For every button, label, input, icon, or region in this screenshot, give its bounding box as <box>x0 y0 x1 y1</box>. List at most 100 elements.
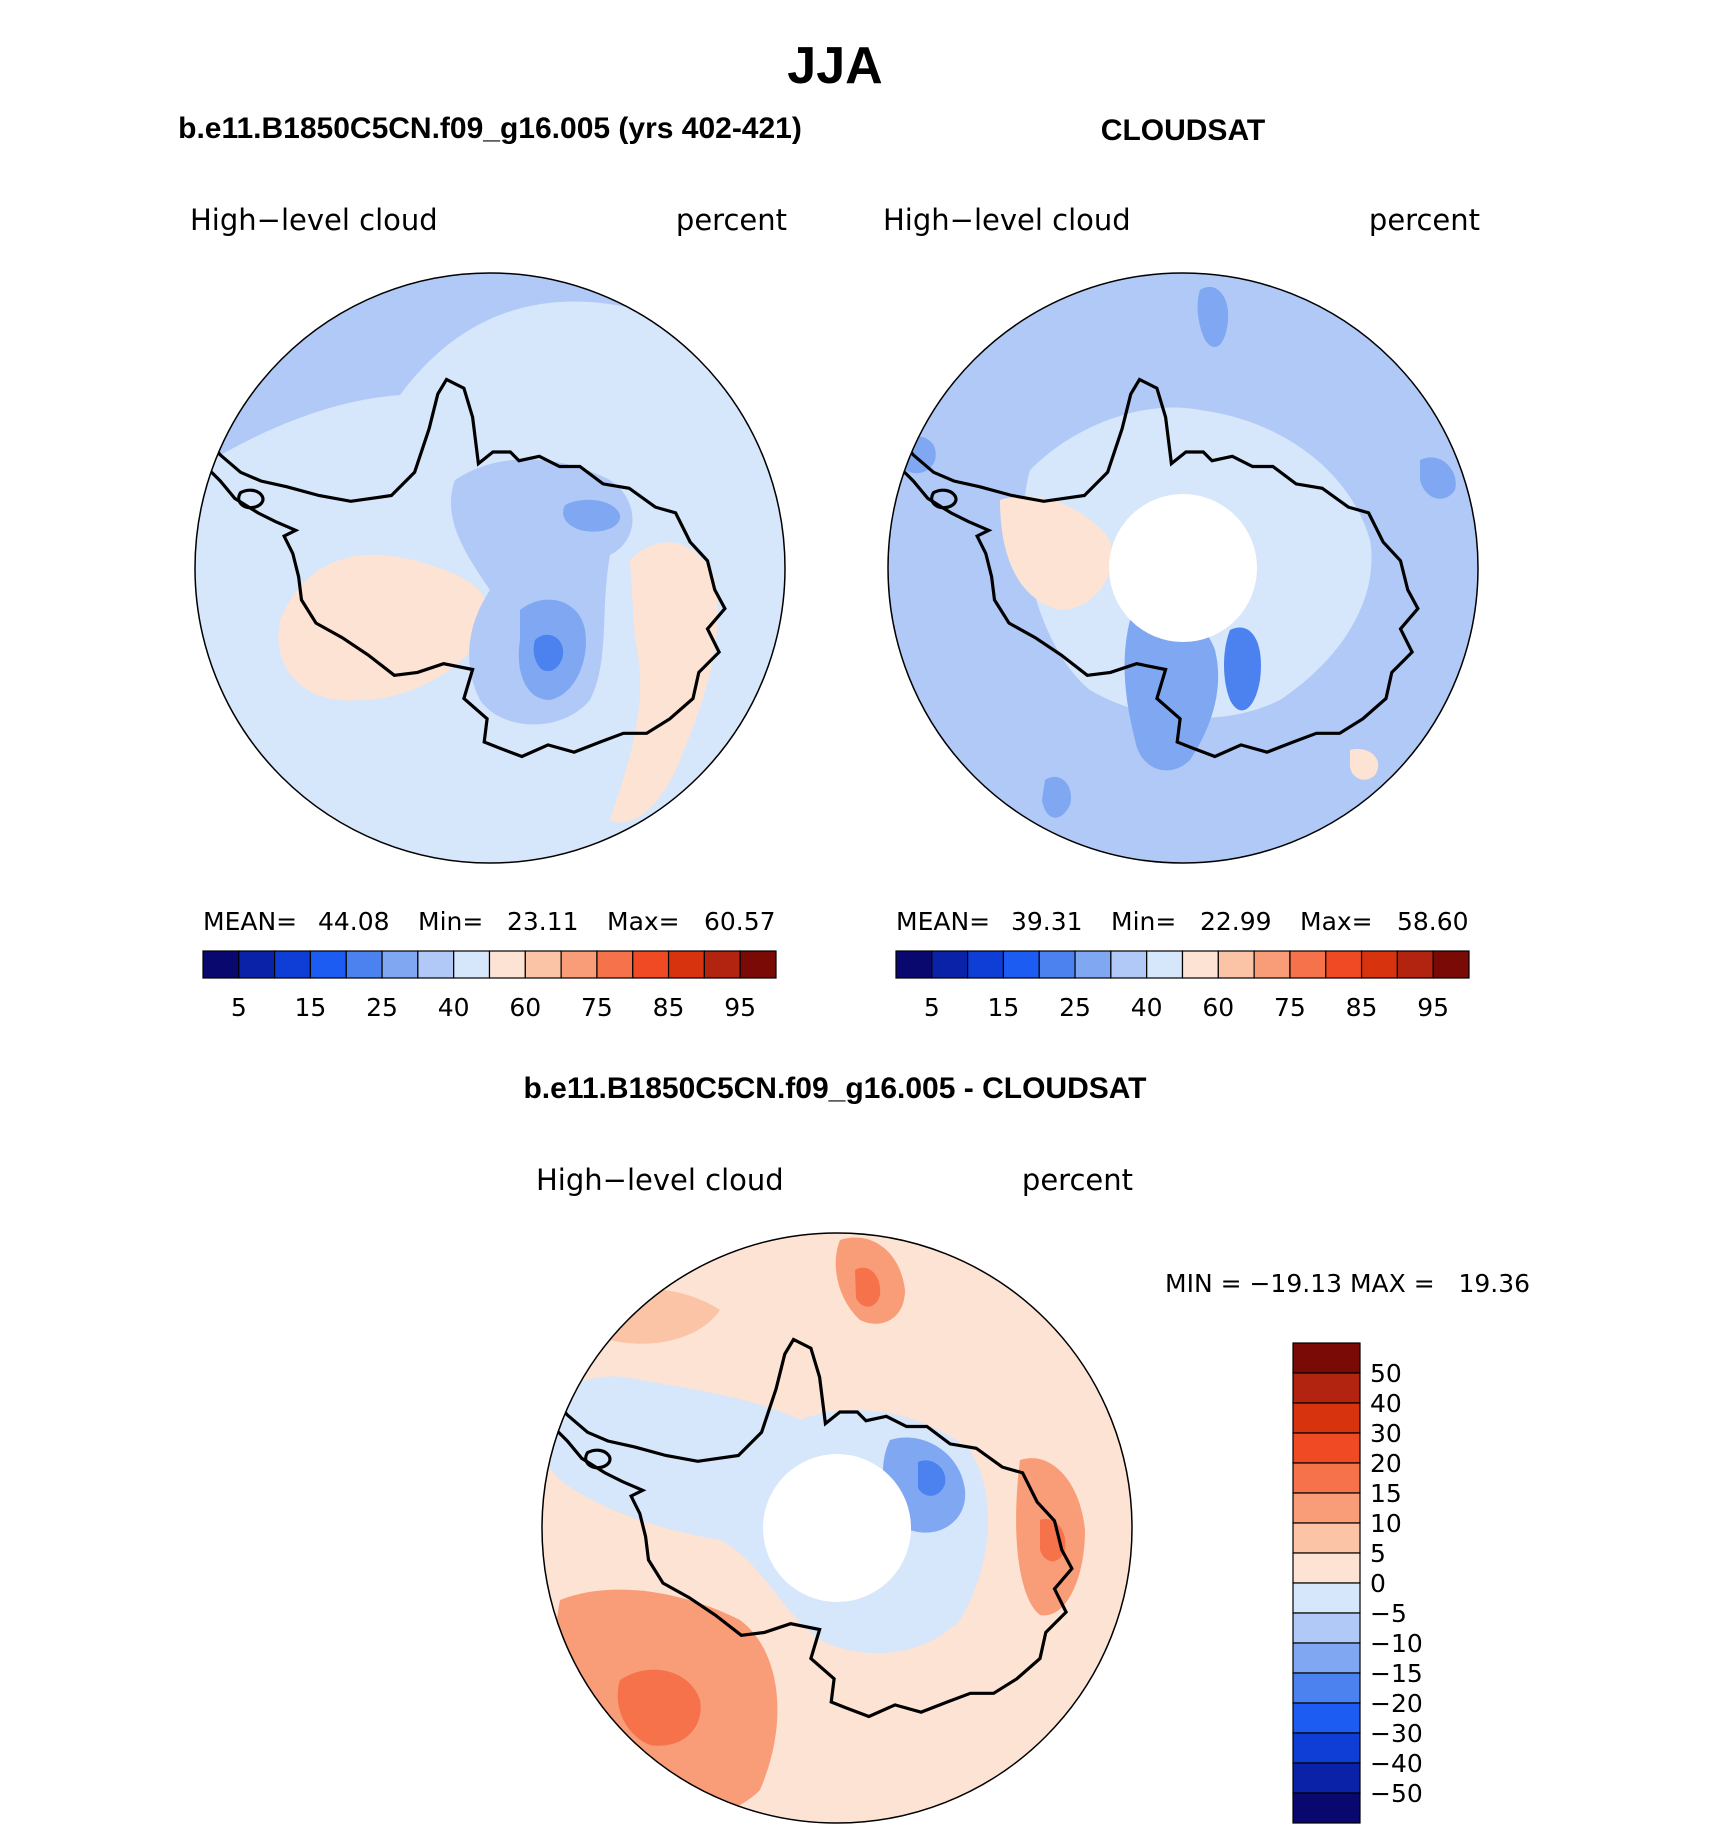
model-units-label: percent <box>676 203 787 237</box>
obs-colorbar-label: 75 <box>1274 993 1306 1022</box>
obs-contour-region <box>1350 749 1379 780</box>
diff-contour-region <box>918 1460 946 1496</box>
diff-contour-region <box>855 1267 881 1307</box>
model-colorbar-label: 60 <box>509 993 541 1022</box>
obs-map <box>887 272 1479 864</box>
model-colorbar-box <box>524 950 562 979</box>
obs-colorbar-label: 25 <box>1059 993 1091 1022</box>
diff-colorbar-label: 50 <box>1370 1359 1402 1388</box>
left-panel-title: b.e11.B1850C5CN.f09_g16.005 (yrs 402-421… <box>178 112 802 145</box>
model-colorbar-box <box>238 950 276 979</box>
obs-colorbar-label: 5 <box>924 993 940 1022</box>
model-colorbar-label: 5 <box>231 993 247 1022</box>
model-min-value: 23.11 <box>507 907 579 936</box>
obs-mean-value: 39.31 <box>1011 907 1083 936</box>
model-colorbar-box <box>453 950 491 979</box>
diff-colorbar-box <box>1292 1672 1361 1704</box>
model-colorbar-box <box>560 950 598 979</box>
obs-min-label: Min= <box>1111 907 1176 936</box>
model-colorbar-box <box>632 950 670 979</box>
obs-colorbar-box <box>1360 950 1398 979</box>
obs-colorbar-box <box>1146 950 1184 979</box>
obs-missing-data-hole <box>1109 494 1257 642</box>
obs-colorbar-box <box>1253 950 1291 979</box>
model-contour-region <box>278 554 488 701</box>
obs-colorbar-box <box>1038 950 1076 979</box>
diff-colorbar-box <box>1292 1342 1361 1374</box>
diff-contour-region <box>617 1669 701 1746</box>
obs-colorbar-box <box>967 950 1005 979</box>
model-colorbar-box <box>739 950 777 979</box>
model-mean-value: 44.08 <box>318 907 390 936</box>
obs-min-value: 22.99 <box>1200 907 1272 936</box>
diff-colorbar-box <box>1292 1612 1361 1644</box>
diff-colorbar-box <box>1292 1492 1361 1524</box>
obs-colorbar-label: 60 <box>1202 993 1234 1022</box>
diff-colorbar-label: −15 <box>1370 1659 1423 1688</box>
model-max-label: Max= <box>607 907 680 936</box>
diff-colorbar-box <box>1292 1762 1361 1794</box>
diff-colorbar-label: 10 <box>1370 1509 1402 1538</box>
obs-colorbar-label: 15 <box>988 993 1020 1022</box>
diff-colorbar-label: −5 <box>1370 1599 1407 1628</box>
model-colorbar-box <box>667 950 705 979</box>
obs-contour-region <box>1197 286 1229 348</box>
diff-colorbar-label: −50 <box>1370 1779 1423 1808</box>
obs-colorbar-label: 95 <box>1417 993 1449 1022</box>
model-map <box>194 272 786 864</box>
model-colorbar-box <box>381 950 419 979</box>
obs-variable-label: High−level cloud <box>883 203 1131 237</box>
obs-mean-label: MEAN= <box>896 907 990 936</box>
obs-colorbar-box <box>1289 950 1327 979</box>
model-colorbar-box <box>596 950 634 979</box>
model-colorbar-label: 85 <box>653 993 685 1022</box>
obs-colorbar-box <box>1325 950 1363 979</box>
diff-missing-data-hole <box>763 1454 911 1602</box>
diff-min-max: MIN = −19.13 MAX = 19.36 <box>1165 1269 1530 1298</box>
diff-colorbar-box <box>1292 1432 1361 1464</box>
diff-colorbar-label: −10 <box>1370 1629 1423 1658</box>
diff-colorbar-box <box>1292 1372 1361 1404</box>
diff-variable-label: High−level cloud <box>536 1163 784 1197</box>
diff-colorbar-box <box>1292 1522 1361 1554</box>
diff-colorbar-box <box>1292 1642 1361 1674</box>
diff-colorbar-label: 40 <box>1370 1389 1402 1418</box>
obs-colorbar-box <box>1074 950 1112 979</box>
obs-colorbar-label: 85 <box>1346 993 1378 1022</box>
obs-contour-region <box>1124 610 1219 771</box>
model-contour-region <box>563 499 621 532</box>
diff-contour-region <box>1040 1519 1066 1562</box>
obs-colorbar-box <box>1396 950 1434 979</box>
diff-colorbar-label: −20 <box>1370 1689 1423 1718</box>
diff-colorbar-box <box>1292 1582 1361 1614</box>
model-colorbar-box <box>309 950 347 979</box>
obs-colorbar-label: 40 <box>1131 993 1163 1022</box>
obs-contour-region <box>1224 627 1261 711</box>
obs-units-label: percent <box>1369 203 1480 237</box>
model-variable-label: High−level cloud <box>190 203 438 237</box>
diff-colorbar-box <box>1292 1792 1361 1824</box>
model-min-label: Min= <box>418 907 483 936</box>
model-colorbar-box <box>274 950 312 979</box>
obs-colorbar-box <box>1432 950 1470 979</box>
model-colorbar-label: 75 <box>581 993 613 1022</box>
model-colorbar-box <box>345 950 383 979</box>
model-colorbar-box <box>703 950 741 979</box>
model-contour-region <box>195 273 785 470</box>
diff-units-label: percent <box>1022 1163 1133 1197</box>
model-colorbar-label: 40 <box>438 993 470 1022</box>
diff-colorbar-label: 0 <box>1370 1569 1386 1598</box>
diff-colorbar-label: −40 <box>1370 1749 1423 1778</box>
model-max-value: 60.57 <box>704 907 776 936</box>
model-mean-label: MEAN= <box>203 907 297 936</box>
model-colorbar-box <box>202 950 240 979</box>
model-colorbar-label: 25 <box>366 993 398 1022</box>
obs-colorbar-box <box>1110 950 1148 979</box>
obs-colorbar-box <box>1217 950 1255 979</box>
right-panel-title: CLOUDSAT <box>1101 114 1265 147</box>
model-contour-region <box>533 634 564 672</box>
season-title: JJA <box>787 37 882 95</box>
